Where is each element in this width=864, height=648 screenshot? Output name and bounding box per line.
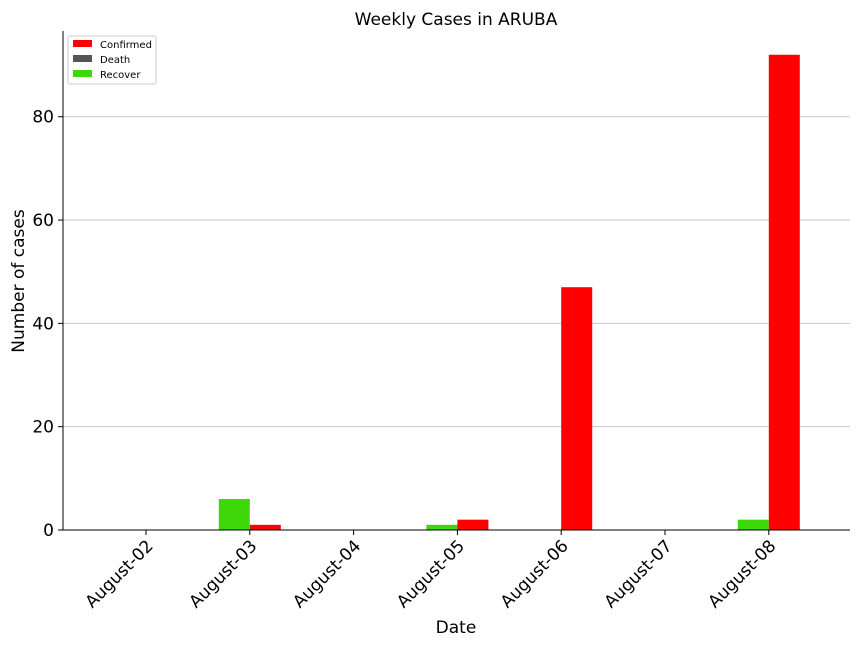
legend: Confirmed Death Recover (67, 35, 157, 85)
bar-confirmed-august-08 (768, 54, 800, 531)
bar-confirmed-august-06 (561, 287, 593, 530)
bar-recover-august-05 (426, 524, 458, 530)
legend-swatch-death (73, 55, 92, 62)
bar-recover-august-03 (218, 499, 250, 530)
y-tick-label: 60 (32, 211, 54, 231)
x-tick-label: August-08 (704, 536, 780, 612)
x-tick-label: August-07 (601, 536, 677, 612)
x-tick-label: August-05 (393, 536, 469, 612)
bars (218, 54, 800, 531)
legend-label-confirmed: Confirmed (100, 40, 152, 51)
y-tick-label: 80 (32, 108, 54, 128)
y-tick-label: 20 (32, 418, 54, 438)
chart-title: Weekly Cases in ARUBA (355, 10, 558, 30)
legend-label-death: Death (100, 55, 130, 66)
legend-swatch-confirmed (73, 40, 92, 47)
y-axis-label: Number of cases (9, 209, 29, 353)
x-tick-label: August-06 (497, 536, 573, 612)
gridlines (63, 116, 850, 428)
y-ticks: 0 20 40 60 80 (32, 108, 63, 541)
x-tick-label: August-03 (185, 536, 261, 612)
bar-recover-august-08 (737, 519, 769, 530)
bar-confirmed-august-03 (249, 524, 281, 530)
axes (62, 31, 850, 531)
y-tick-label: 0 (43, 521, 54, 541)
bar-confirmed-august-05 (457, 519, 489, 530)
x-tick-label: August-02 (82, 536, 158, 612)
y-tick-label: 40 (32, 314, 54, 334)
x-tick-label: August-04 (289, 536, 365, 612)
legend-label-recover: Recover (100, 70, 141, 81)
legend-swatch-recover (73, 70, 92, 77)
x-axis-label: Date (436, 618, 477, 638)
x-ticks: August-02 August-03 August-04 August-05 Augu… (82, 530, 780, 612)
